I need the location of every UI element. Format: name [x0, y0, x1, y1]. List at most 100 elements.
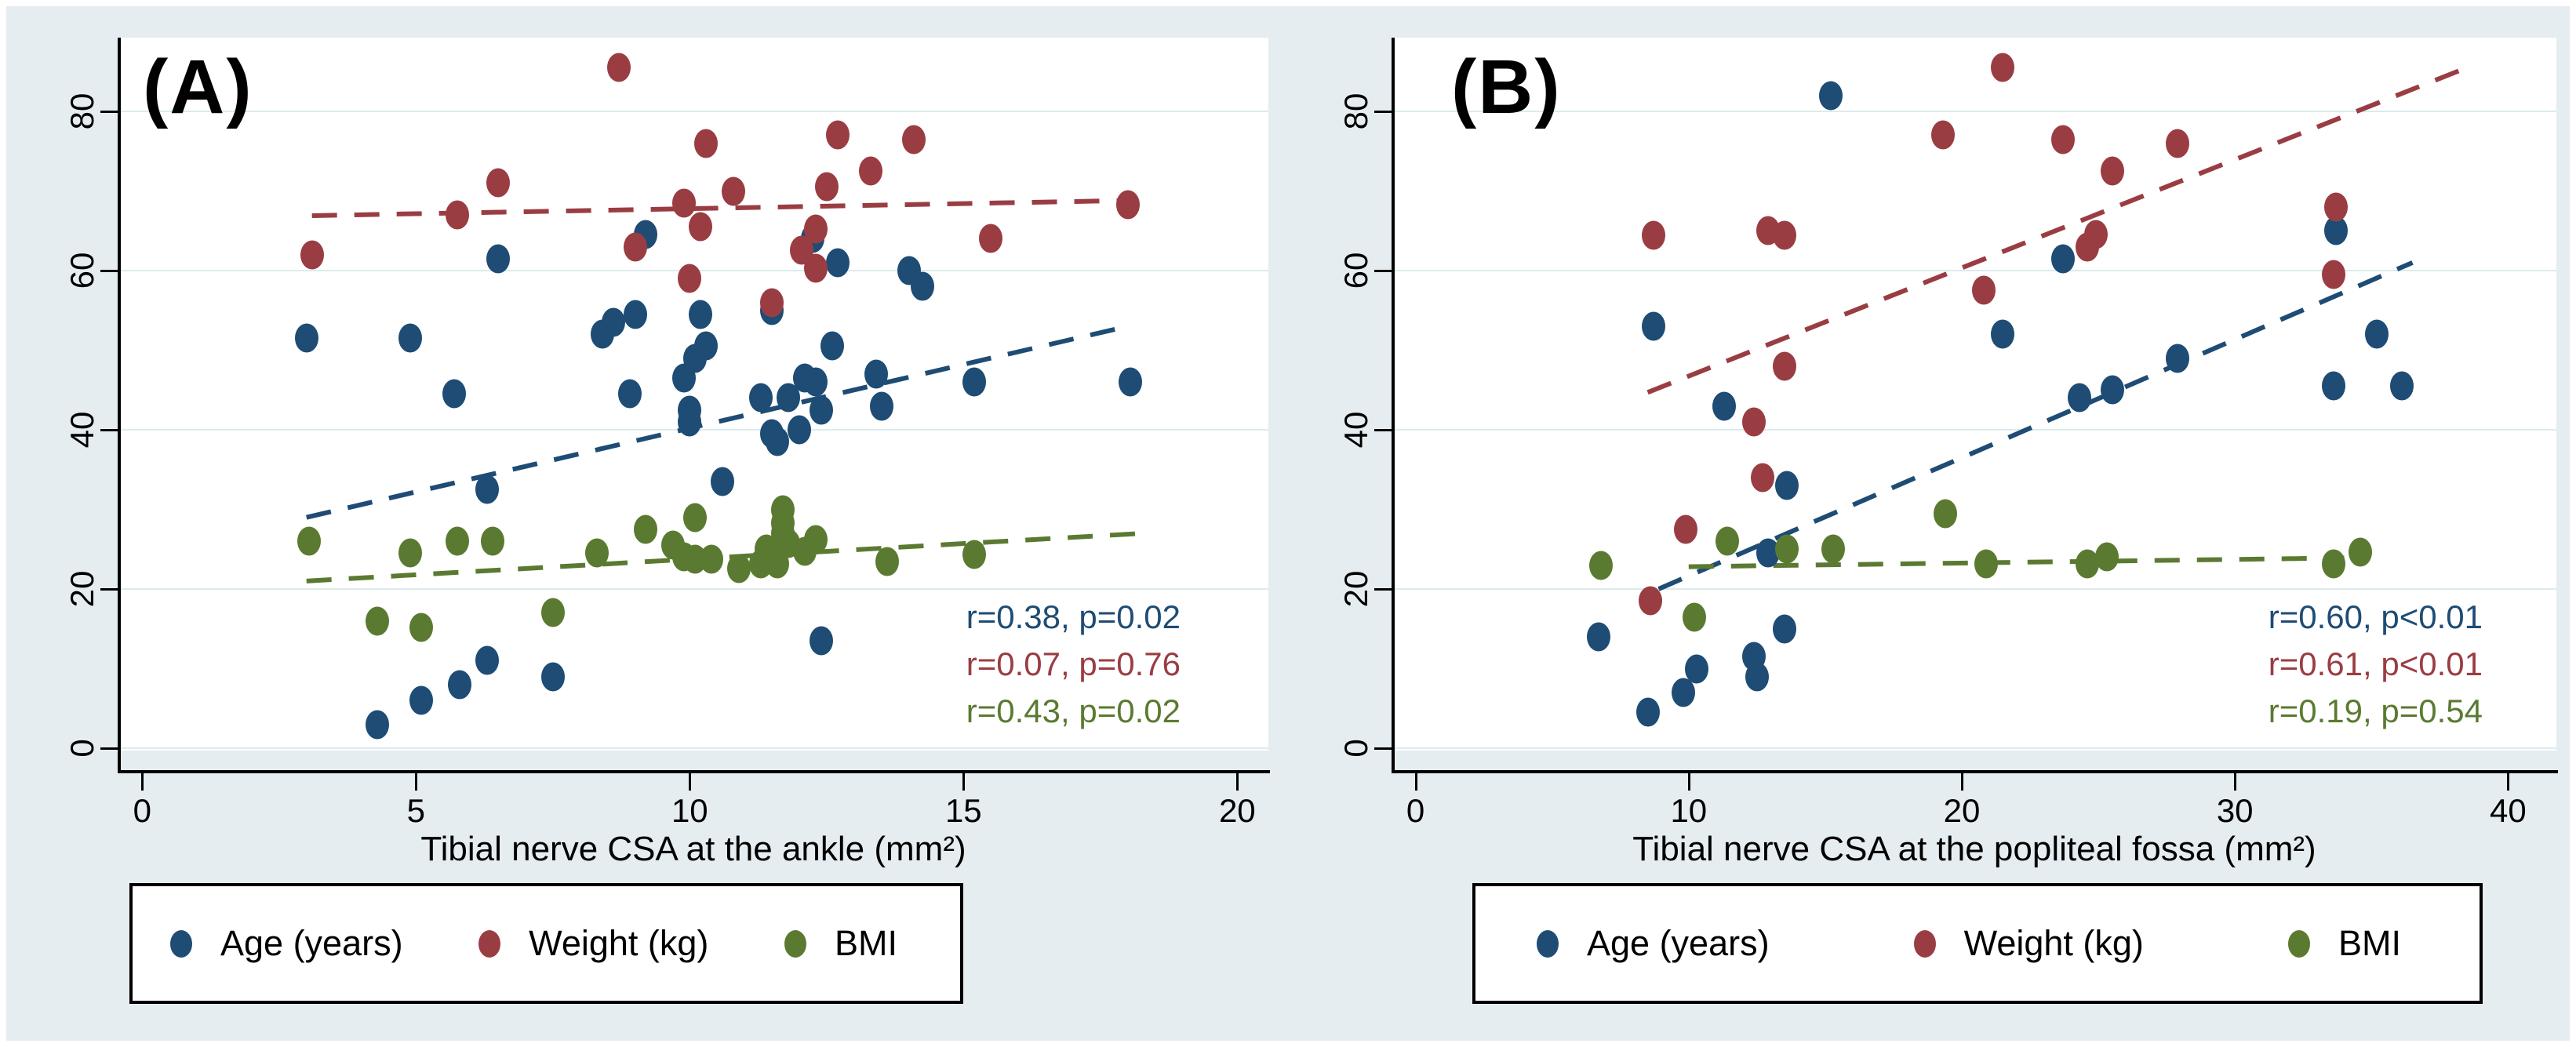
data-point [2100, 156, 2124, 186]
data-point [858, 156, 882, 186]
gridline-y80 [1393, 111, 2556, 112]
x-tick [1236, 773, 1239, 791]
data-point [2076, 232, 2100, 262]
correlation-text: r=0.43, p=0.02 [966, 693, 1181, 729]
correlation-text: r=0.19, p=0.54 [2268, 693, 2483, 729]
data-point [869, 391, 893, 421]
data-point [809, 626, 833, 656]
data-point [623, 232, 647, 262]
data-point [1712, 391, 1737, 421]
data-point [1115, 190, 1140, 220]
legend-entry: Age (years) [1537, 923, 1770, 964]
panel-title-b: (B) [1451, 44, 1562, 129]
y-tick [100, 429, 118, 431]
y-tick [1374, 111, 1392, 113]
data-point [1775, 471, 1799, 500]
data-point [689, 300, 713, 329]
data-point [1674, 514, 1698, 544]
data-point [803, 253, 828, 283]
data-point [2050, 244, 2075, 274]
data-point [540, 662, 565, 692]
data-point [442, 379, 467, 409]
data-point [366, 710, 390, 740]
legend-label: Age (years) [220, 923, 403, 963]
data-point [962, 540, 987, 569]
data-point [584, 538, 609, 568]
legend-label: Age (years) [1587, 923, 1770, 963]
x-tick [2507, 773, 2510, 791]
y-tick [100, 588, 118, 591]
data-point [689, 212, 713, 242]
data-point [540, 598, 565, 627]
y-tick [100, 747, 118, 750]
data-point [672, 188, 697, 218]
data-point [825, 248, 850, 278]
x-tick-label: 10 [1670, 792, 1708, 829]
y-tick [1374, 747, 1392, 750]
data-point [683, 503, 708, 533]
correlation-annotation-a: r=0.38, p=0.02 r=0.07, p=0.76 r=0.43, p=0.… [773, 594, 1181, 735]
data-point [2166, 344, 2190, 373]
data-point [617, 379, 642, 409]
gridline-y60 [1393, 270, 2556, 271]
x-tick-label: 10 [671, 792, 708, 829]
data-point [722, 176, 746, 205]
data-point [1685, 654, 1709, 683]
data-point [875, 547, 899, 576]
x-tick-label: 0 [1406, 792, 1425, 829]
data-point [398, 323, 423, 353]
data-point [448, 670, 472, 700]
data-point [1635, 697, 1660, 727]
x-tick [962, 773, 966, 791]
data-point [1639, 586, 1663, 616]
data-point [1971, 275, 1996, 305]
legend-label: BMI [834, 923, 897, 963]
legend-entry: BMI [784, 923, 897, 964]
data-point [2365, 319, 2389, 349]
data-point [366, 606, 390, 636]
legend-label: BMI [2338, 923, 2401, 963]
data-point [1641, 220, 1665, 250]
data-point [1772, 614, 1796, 644]
data-point [1974, 549, 1999, 579]
gridline-y40 [1393, 429, 2556, 431]
data-point [1772, 351, 1796, 381]
y-tick-label: 80 [1337, 93, 1374, 130]
x-tick-label: 20 [1218, 792, 1256, 829]
correlation-text: r=0.60, p<0.01 [2268, 598, 2483, 635]
y-tick [1374, 429, 1392, 431]
x-tick-label: 5 [406, 792, 425, 829]
x-tick [689, 773, 692, 791]
data-point [2166, 129, 2190, 158]
data-point [727, 554, 751, 583]
data-point [475, 474, 500, 504]
data-point [864, 359, 888, 389]
data-point [623, 300, 647, 329]
correlation-text: r=0.38, p=0.02 [966, 598, 1181, 635]
data-point [445, 526, 469, 556]
data-point [445, 200, 469, 230]
data-point [634, 514, 658, 544]
legend-marker-icon [1537, 929, 1559, 958]
gridline-y0 [119, 747, 1268, 749]
data-point [700, 544, 724, 574]
y-tick-label: 0 [64, 739, 100, 758]
gridline-y20 [1393, 588, 2556, 590]
data-point [398, 538, 423, 568]
x-tick-label: 15 [944, 792, 982, 829]
data-point [475, 645, 500, 675]
x-tick [415, 773, 418, 791]
data-point [2321, 371, 2345, 401]
data-point [297, 526, 322, 556]
data-point [486, 244, 510, 274]
data-point [760, 288, 784, 318]
legend-marker-icon [478, 929, 501, 958]
gridline-y0 [1393, 747, 2556, 749]
y-tick-label: 20 [1337, 570, 1374, 608]
data-point [803, 367, 828, 397]
correlation-text: r=0.07, p=0.76 [966, 645, 1181, 682]
data-point [2050, 125, 2075, 155]
x-axis-title-b: Tibial nerve CSA at the popliteal fossa … [1632, 830, 2316, 868]
data-point [749, 383, 773, 413]
